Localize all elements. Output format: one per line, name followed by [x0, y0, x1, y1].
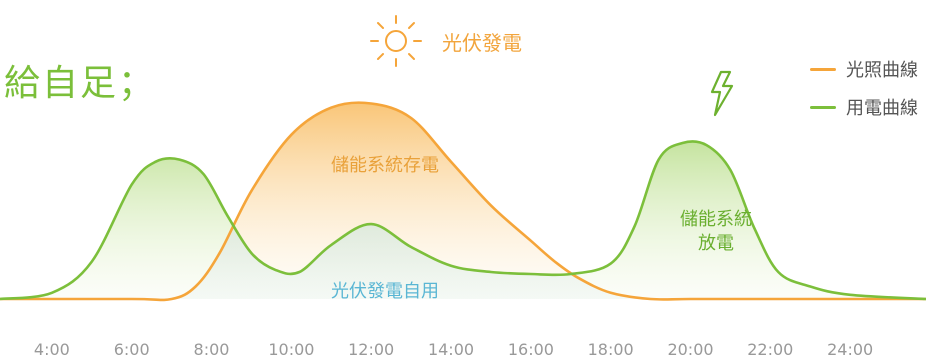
self-use-label: 光伏發電自用	[331, 281, 439, 302]
x-tick-label: 6:00	[113, 340, 150, 359]
x-tick-label: 20:00	[667, 340, 714, 359]
lightning-icon	[710, 70, 734, 117]
storage-discharge-label: 儲能系統 放電	[676, 208, 756, 256]
usage-curve	[0, 140, 926, 301]
legend-label: 光照曲線	[846, 60, 918, 81]
x-tick-label: 4:00	[33, 340, 70, 359]
legend-label: 用電曲線	[846, 98, 918, 119]
legend: 光照曲線 用電曲線	[810, 50, 918, 126]
legend-item: 光照曲線	[810, 50, 918, 88]
legend-swatch-solar	[810, 67, 836, 71]
x-tick-label: 24:00	[827, 340, 874, 359]
solar-curve	[0, 101, 926, 302]
x-tick-label: 8:00	[193, 340, 230, 359]
storage-discharge-label-line2: 放電	[698, 233, 734, 254]
sun-icon	[370, 15, 422, 67]
storage-charge-label: 儲能系統存電	[331, 155, 439, 176]
x-tick-label: 16:00	[507, 340, 554, 359]
x-tick-label: 22:00	[747, 340, 794, 359]
x-tick-label: 18:00	[587, 340, 634, 359]
page-heading: 給自足；	[4, 63, 157, 104]
solar-generation-label: 光伏發電	[442, 31, 522, 55]
x-tick-label: 10:00	[268, 340, 315, 359]
x-tick-label: 12:00	[348, 340, 395, 359]
legend-swatch-usage	[810, 105, 836, 109]
storage-discharge-label-line1: 儲能系統	[680, 209, 752, 230]
x-tick-label: 14:00	[427, 340, 475, 359]
legend-item: 用電曲線	[810, 88, 918, 126]
